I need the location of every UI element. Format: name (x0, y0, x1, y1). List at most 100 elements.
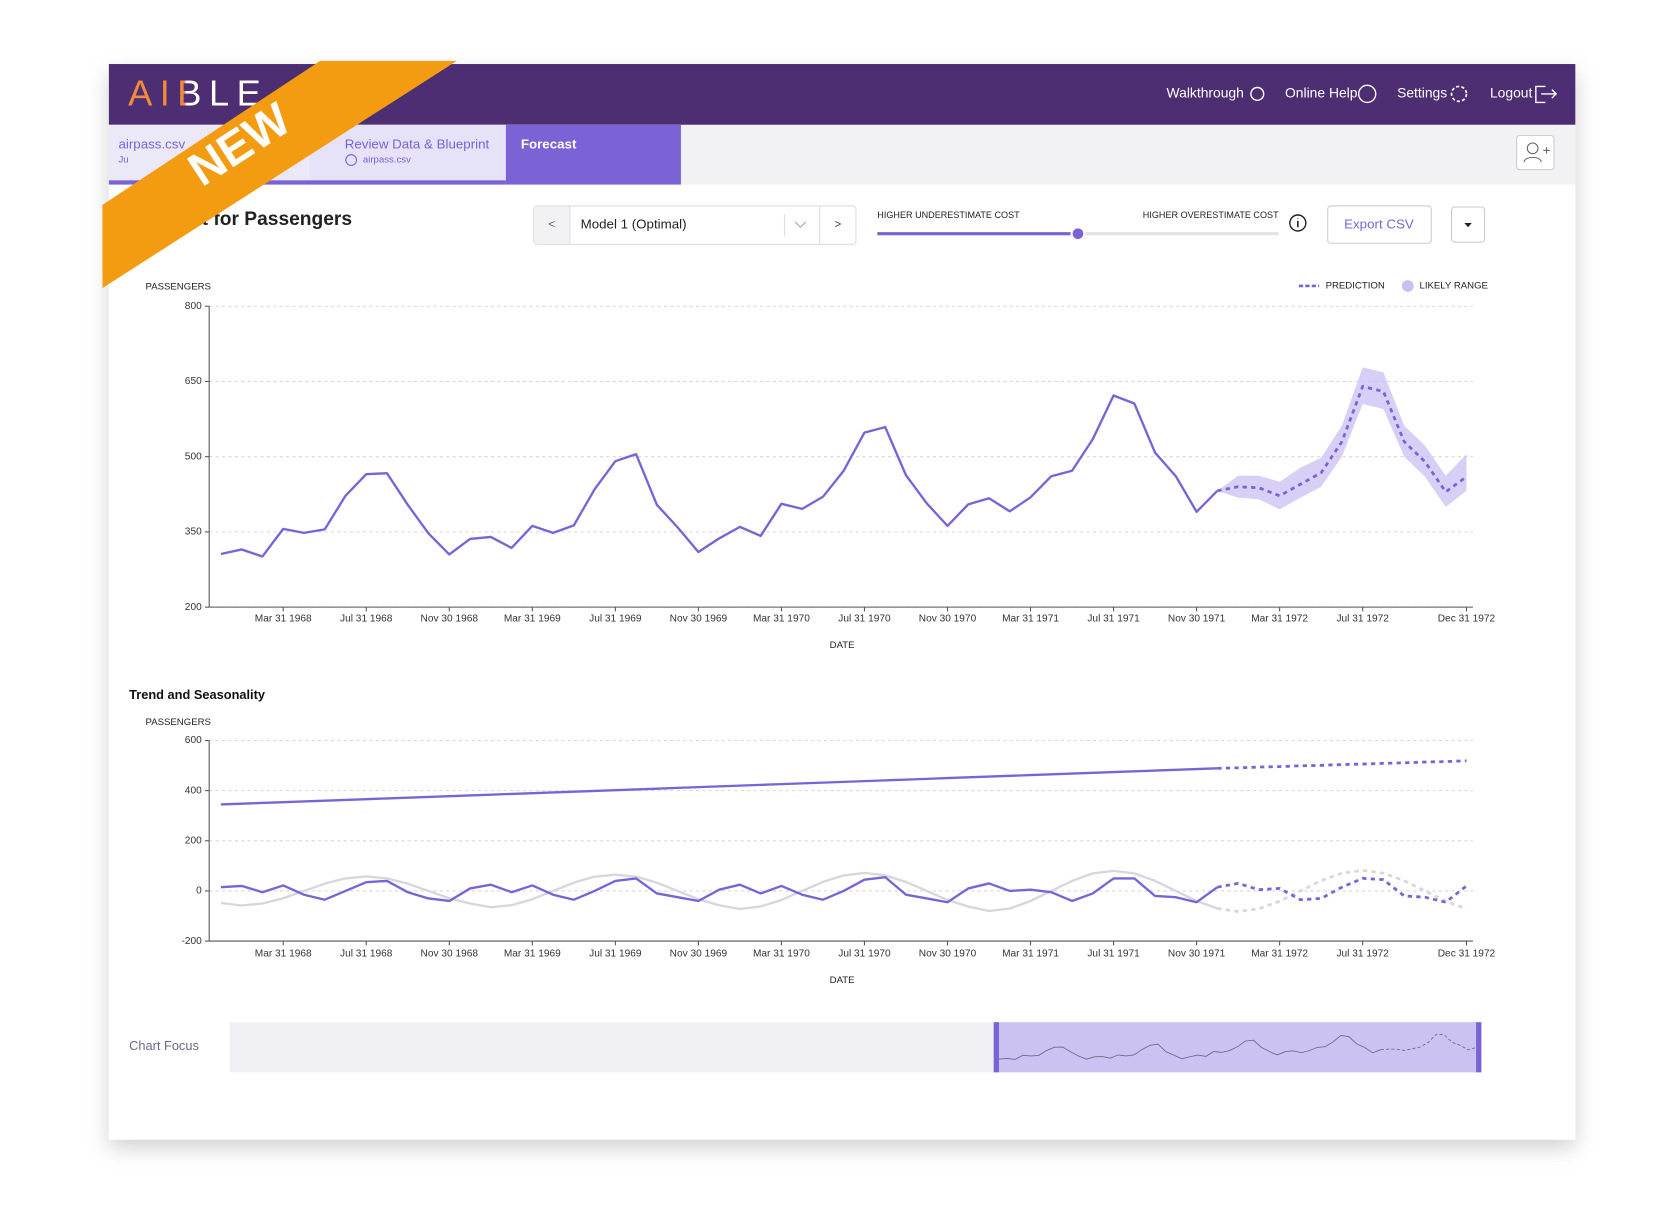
x-tick-label: Nov 30 1970 (919, 949, 977, 960)
x-tick-label: Jul 31 1968 (340, 614, 393, 625)
y-tick-label: 400 (185, 785, 202, 796)
slider-label: HIGHER OVERESTIMATE COST (1143, 210, 1279, 220)
likely-range (1217, 367, 1467, 510)
x-tick-label: Jul 31 1969 (589, 614, 642, 625)
tab-underline (108, 180, 506, 185)
tab-subtitle: Ju (118, 155, 128, 166)
series-line (1217, 385, 1468, 498)
x-axis-label: DATE (830, 640, 855, 651)
x-tick-label: Dec 31 1972 (1438, 949, 1496, 960)
series-line (1217, 759, 1467, 770)
x-tick-label: Mar 31 1968 (255, 614, 312, 625)
x-tick-label: Nov 30 1969 (670, 614, 728, 625)
x-tick-label: Dec 31 1972 (1438, 614, 1496, 625)
model-name[interactable]: Model 1 (Optimal) (581, 217, 687, 232)
logo: AIBLE (128, 73, 268, 114)
nav-logout[interactable]: Logout (1490, 85, 1533, 101)
tab-title: Forecast (521, 137, 577, 152)
x-tick-label: Mar 31 1968 (255, 949, 312, 960)
nav-help[interactable]: Online Help (1285, 85, 1358, 101)
icon (1357, 84, 1377, 104)
info-icon[interactable] (1289, 214, 1307, 232)
x-tick-label: Jul 31 1972 (1336, 614, 1389, 625)
x-tick-label: Jul 31 1968 (340, 949, 393, 960)
y-tick-label: 350 (185, 527, 202, 538)
x-tick-label: Mar 31 1972 (1251, 614, 1308, 625)
x-tick-label: Jul 31 1969 (589, 949, 642, 960)
export-button[interactable] (1327, 205, 1432, 244)
y-tick-label: 200 (185, 602, 202, 613)
tab-active[interactable] (505, 124, 681, 185)
nav-walkthrough[interactable]: Walkthrough (1167, 85, 1244, 101)
next-button[interactable]: > (834, 218, 841, 231)
x-tick-label: Nov 30 1971 (1168, 949, 1226, 960)
x-tick-label: Jul 31 1971 (1087, 949, 1140, 960)
y-tick-label: -200 (181, 936, 202, 947)
banner-ribbon (102, 60, 457, 289)
y-tick-label: 200 (185, 835, 202, 846)
x-tick-label: Mar 31 1969 (504, 614, 561, 625)
slider-knob[interactable] (1070, 226, 1086, 242)
tab[interactable] (309, 124, 506, 185)
chart-title: Trend and Seasonality (129, 687, 266, 702)
x-axis-label: DATE (830, 975, 855, 986)
y-tick-label: 0 (196, 886, 202, 897)
x-tick-label: Jul 31 1971 (1087, 614, 1140, 625)
x-tick-label: Nov 30 1971 (1168, 614, 1226, 625)
series-line (220, 767, 1218, 806)
focus-label: Chart Focus (129, 1038, 199, 1053)
x-tick-label: Mar 31 1971 (1002, 614, 1059, 625)
legend-label: LIKELY RANGE (1420, 280, 1488, 291)
y-tick-label: 800 (185, 301, 202, 312)
series-line (220, 394, 1219, 558)
legend-swatch (1401, 280, 1414, 292)
legend-label: PREDICTION (1326, 280, 1385, 291)
x-tick-label: Jul 31 1970 (838, 949, 891, 960)
y-axis-label: PASSENGERS (146, 717, 211, 728)
series-line (1217, 877, 1468, 904)
y-tick-label: 500 (185, 451, 202, 462)
caret (1464, 223, 1472, 228)
icon (1535, 85, 1558, 104)
export-label: Export CSV (1344, 217, 1414, 232)
x-tick-label: Nov 30 1968 (421, 614, 479, 625)
nav-settings[interactable]: Settings (1397, 85, 1447, 101)
focus-line (998, 1035, 1381, 1060)
x-tick-label: Mar 31 1969 (504, 949, 561, 960)
y-axis-label: PASSENGERS (146, 282, 211, 293)
y-tick-label: 650 (185, 376, 202, 387)
x-tick-label: Jul 31 1972 (1336, 949, 1389, 960)
focus-lines (998, 1033, 1477, 1060)
focus-handle[interactable] (993, 1022, 999, 1073)
icon (1450, 85, 1468, 103)
x-tick-label: Nov 30 1970 (919, 614, 977, 625)
model-selector (533, 205, 857, 245)
focus-handle[interactable] (1476, 1022, 1482, 1073)
tab-title: Review Data & Blueprint (345, 137, 490, 152)
x-tick-label: Jul 31 1970 (838, 614, 891, 625)
x-tick-label: Mar 31 1970 (753, 949, 810, 960)
focus-line (1380, 1033, 1477, 1051)
x-tick-label: Nov 30 1968 (421, 949, 479, 960)
check-icon (345, 154, 358, 166)
series-line (220, 875, 1219, 904)
prev-label: < (548, 218, 555, 231)
prev-button[interactable] (534, 206, 571, 244)
chevron[interactable] (794, 221, 807, 229)
icon (1250, 86, 1265, 101)
icon (1523, 147, 1550, 163)
x-tick-label: Mar 31 1971 (1002, 949, 1059, 960)
charts: PASSENGERS DATE 200 350 500 650 800 Mar 31 1968… (129, 280, 1496, 986)
slider-label: HIGHER UNDERESTIMATE COST (877, 210, 1020, 220)
x-tick-label: Nov 30 1969 (670, 949, 728, 960)
x-tick-label: Mar 31 1970 (753, 614, 810, 625)
focus-selection[interactable] (995, 1022, 1480, 1073)
y-tick-label: 600 (185, 735, 202, 746)
x-tick-label: Mar 31 1972 (1251, 949, 1308, 960)
series-line (220, 869, 1218, 913)
icon (1526, 142, 1539, 155)
tab-subtitle: airpass.csv (363, 155, 411, 166)
